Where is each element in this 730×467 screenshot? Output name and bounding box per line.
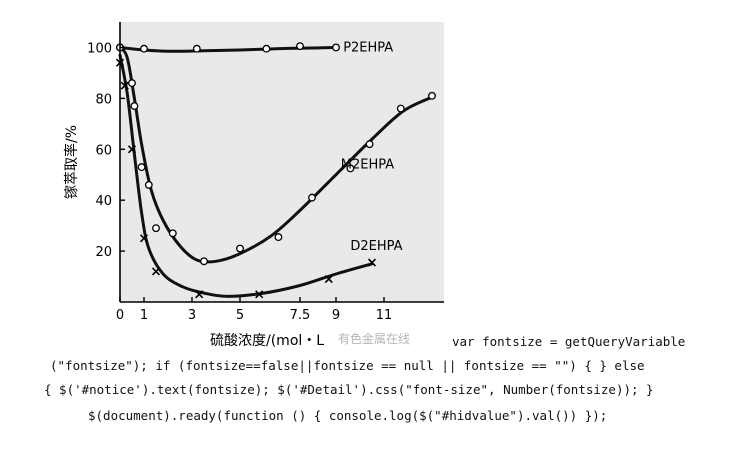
series-labels: P2EHPA M2EHPA D2EHPA xyxy=(341,40,403,254)
code-line: var fontsize = getQueryVariable xyxy=(452,334,686,349)
data-point-m2ehpa xyxy=(396,104,405,113)
y-axis-title: 镓萃取率/% xyxy=(63,125,80,199)
x-tick-label: 1 xyxy=(140,308,148,323)
data-point-m2ehpa xyxy=(236,244,244,253)
code-line: ("fontsize"); if (fontsize==false||fonts… xyxy=(50,358,645,373)
code-line: { $('#notice').text(fontsize); $('#Detai… xyxy=(44,382,654,397)
x-tick-label: 11 xyxy=(376,308,393,323)
plot-area xyxy=(120,22,444,302)
code-line: $(document).ready(function () { console.… xyxy=(88,408,608,423)
x-ticks: 0 1 3 5 7.5 9 11 xyxy=(116,297,392,323)
data-point-d2ehpa xyxy=(367,258,377,267)
data-point-p2ehpa xyxy=(140,44,148,53)
data-point-d2ehpa xyxy=(139,234,149,243)
data-point-m2ehpa xyxy=(137,163,146,172)
data-point-p2ehpa xyxy=(262,44,271,53)
series-line-d2ehpa xyxy=(118,53,374,298)
y-tick-label: 60 xyxy=(95,143,112,158)
data-point-m2ehpa xyxy=(428,91,436,100)
data-point-d2ehpa xyxy=(324,275,333,284)
data-point-m2ehpa xyxy=(130,102,139,110)
series-label-d2ehpa: D2EHPA xyxy=(350,239,402,254)
data-point-p2ehpa xyxy=(192,44,201,53)
x-axis-title: 硫酸浓度/(mol・L xyxy=(210,333,324,349)
y-tick-label: 20 xyxy=(95,245,112,260)
data-point-m2ehpa xyxy=(274,233,283,242)
x-tick-label: 9 xyxy=(332,308,340,323)
x-tick-label: 7.5 xyxy=(290,308,311,323)
data-point-m2ehpa xyxy=(168,229,177,238)
y-ticks: 20 40 60 80 100 xyxy=(87,41,125,260)
series-label-p2ehpa: P2EHPA xyxy=(343,40,393,55)
data-point-m2ehpa xyxy=(152,224,160,233)
y-tick-label: 100 xyxy=(87,41,112,56)
data-point-p2ehpa xyxy=(332,43,340,52)
data-point-m2ehpa xyxy=(144,180,153,189)
data-point-m2ehpa xyxy=(365,140,374,149)
y-tick-label: 80 xyxy=(95,92,112,107)
x-tick-label: 0 xyxy=(116,308,124,323)
series-markers xyxy=(115,42,436,299)
x-tick-label: 5 xyxy=(236,308,244,323)
data-point-d2ehpa xyxy=(195,290,204,299)
data-point-d2ehpa xyxy=(151,267,161,276)
data-point-p2ehpa xyxy=(296,42,304,51)
data-point-d2ehpa xyxy=(120,81,129,90)
data-point-m2ehpa xyxy=(308,193,316,202)
data-point-m2ehpa xyxy=(346,164,355,173)
series-label-m2ehpa: M2EHPA xyxy=(341,158,394,173)
y-tick-label: 40 xyxy=(95,194,112,209)
data-point-m2ehpa xyxy=(200,257,208,266)
data-point-d2ehpa xyxy=(127,145,137,154)
data-point-m2ehpa xyxy=(128,79,136,88)
watermark: 有色金属在线 xyxy=(338,331,410,346)
x-tick-label: 3 xyxy=(188,308,196,323)
data-point-d2ehpa xyxy=(255,290,264,299)
